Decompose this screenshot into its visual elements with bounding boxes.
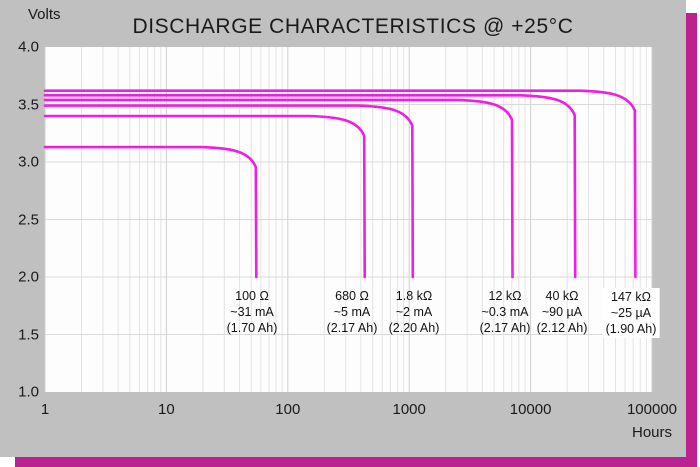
load-annotation-line: ~5 mA [333, 305, 371, 319]
y-tick-label: 4.0 [18, 38, 39, 56]
load-annotation-line: 12 kΩ [488, 289, 522, 303]
x-tick-label: 100 [275, 401, 301, 418]
chart-title: DISCHARGE CHARACTERISTICS @ +25°C [132, 15, 574, 38]
y-tick-label: 3.0 [18, 153, 39, 171]
load-annotation-line: (1.90 Ah) [605, 322, 657, 336]
load-annotation-line: ~31 mA [230, 305, 274, 319]
y-tick-label: 3.5 [18, 96, 39, 113]
load-annotation-line: ~2 mA [395, 305, 433, 319]
load-annotation: 1.8 kΩ ~2 mA (2.20 Ah) [389, 288, 440, 336]
load-annotation-line: (2.12 Ah) [536, 321, 588, 335]
x-tick-label: 1000 [392, 401, 426, 418]
load-annotation-line: ~25 µA [610, 306, 652, 320]
discharge-curve-147kΩ [43, 89, 637, 279]
load-annotation-line: 40 kΩ [545, 289, 579, 303]
discharge-curve-12kΩ [43, 98, 514, 279]
chart-panel: Volts DISCHARGE CHARACTERISTICS @ +25°C … [0, 0, 686, 457]
load-annotation-line: ~0.3 mA [481, 305, 529, 319]
load-annotation-line: 680 Ω [335, 289, 369, 303]
x-tick-label: 10 [158, 401, 175, 418]
load-annotation: 40 kΩ ~90 µA (2.12 Ah) [537, 288, 588, 336]
y-axis-title: Volts [28, 6, 61, 23]
discharge-curves-svg [43, 47, 653, 392]
plot-area: 100 Ω ~31 mA (1.70 Ah) 680 Ω ~5 mA (2.17 Ah) 1… [43, 47, 660, 392]
discharge-curve-40kΩ [43, 94, 577, 279]
y-tick-label: 1.5 [18, 326, 39, 343]
load-annotation-line: 147 kΩ [611, 290, 651, 304]
load-annotation: 147 kΩ ~25 µA (1.90 Ah) [602, 288, 660, 338]
discharge-curve-680Ω [43, 114, 366, 279]
discharge-curve-100Ω [43, 145, 258, 279]
load-annotation: 12 kΩ ~0.3 mA (2.17 Ah) [480, 288, 531, 336]
load-annotation-line: 1.8 kΩ [395, 289, 433, 303]
discharge-curve-1.8kΩ [43, 104, 415, 279]
load-annotation-line: ~90 µA [541, 305, 583, 319]
load-annotation: 100 Ω ~31 mA (1.70 Ah) [227, 288, 278, 336]
y-tick-label: 2.0 [18, 268, 39, 286]
x-tick-label: 10000 [509, 401, 552, 418]
y-tick-label: 2.5 [18, 211, 39, 228]
load-annotation-line: (2.17 Ah) [326, 321, 378, 335]
load-annotation-line: (2.20 Ah) [388, 321, 440, 335]
load-annotation-line: 100 Ω [235, 289, 269, 303]
x-tick-label: 100000 [626, 401, 678, 418]
x-axis-title: Hours [631, 424, 672, 441]
y-tick-label: 1.0 [18, 383, 39, 401]
x-tick-label: 1 [40, 401, 50, 418]
load-annotation-line: (1.70 Ah) [226, 321, 278, 335]
load-annotation: 680 Ω ~5 mA (2.17 Ah) [327, 288, 378, 336]
load-annotation-line: (2.17 Ah) [479, 321, 531, 335]
